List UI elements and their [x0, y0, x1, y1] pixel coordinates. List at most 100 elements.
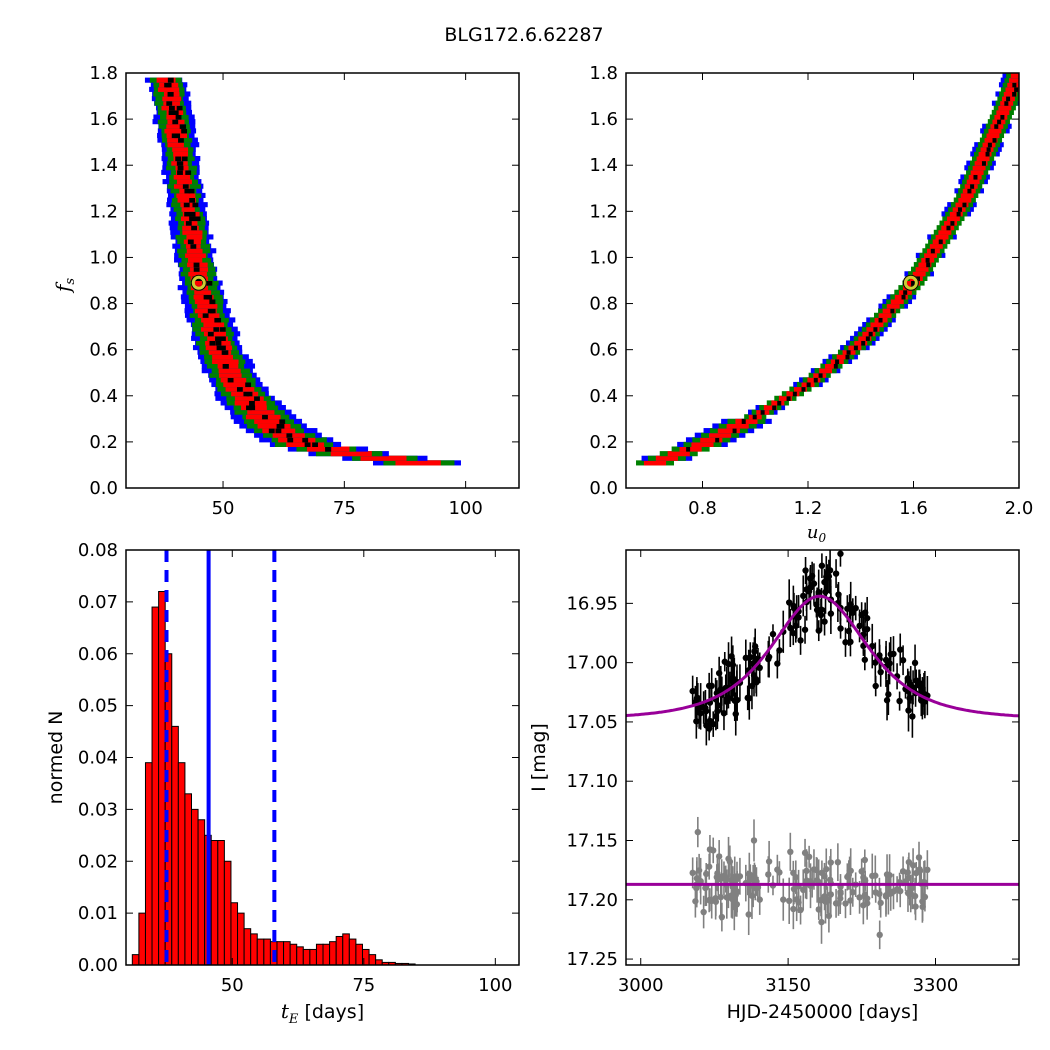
cell-best [302, 437, 309, 443]
cell-1sigma [197, 312, 220, 318]
cell-best [926, 262, 931, 268]
cell-best [184, 211, 191, 217]
cell-1sigma [203, 322, 225, 328]
residual-point [745, 911, 752, 918]
histogram-bar [302, 948, 311, 965]
cell-1sigma [166, 123, 183, 129]
cell-best [985, 151, 990, 157]
cell-best [325, 446, 332, 452]
cell-best [1004, 100, 1009, 106]
cell-best [911, 280, 916, 286]
y-axis-label: I [mag] [528, 723, 550, 792]
cell-1sigma [200, 326, 226, 332]
x-tick-label: 75 [352, 975, 375, 996]
residual-point [790, 905, 797, 913]
data-point [747, 653, 754, 661]
histogram-bar [131, 954, 140, 965]
cell-best [967, 188, 972, 194]
y-tick-label: 1.6 [89, 109, 118, 130]
residual-point [706, 846, 714, 853]
data-point [756, 664, 763, 672]
residual-point [834, 858, 842, 866]
x-tick-label: 2.0 [1005, 498, 1034, 519]
cell-1sigma [203, 331, 226, 337]
figure-title: BLG172.6.62287 [444, 24, 603, 46]
residual-point [705, 897, 713, 904]
cell-1sigma [194, 289, 212, 295]
cell-1sigma [176, 179, 192, 185]
cell-best [172, 119, 179, 125]
data-point [876, 652, 883, 659]
cell-best [168, 105, 175, 111]
residual-point [787, 848, 794, 856]
cell-best [166, 100, 173, 106]
cell-best [752, 414, 757, 420]
histogram-bar [329, 941, 337, 965]
cell-best [861, 340, 866, 346]
histogram-bar [309, 948, 317, 965]
histogram-bar [276, 941, 285, 965]
cell-1sigma [156, 77, 176, 83]
panel-lightcurve: 3000 3150 3300 16.95 17.00 17.05 17.10 17.15 17.… [528, 549, 1020, 1023]
cell-1sigma [935, 234, 949, 240]
cell-1sigma [173, 183, 190, 189]
cell-1sigma [254, 418, 284, 424]
data-point [797, 637, 804, 644]
data-point [885, 691, 892, 698]
cell-best [903, 289, 908, 295]
cell-1sigma [201, 317, 220, 323]
cell-best [189, 211, 196, 217]
cell-best [194, 215, 201, 222]
residual-point [715, 853, 723, 860]
x-axis-label-main: t [281, 999, 290, 1023]
cell-best [191, 225, 198, 231]
cell-best [845, 354, 850, 360]
data-point [861, 656, 869, 663]
cell-best [190, 243, 197, 249]
cell-best [183, 202, 190, 208]
cell-1sigma [194, 308, 217, 314]
cell-best [786, 395, 791, 401]
cell-best [956, 211, 961, 217]
cell-best [946, 225, 951, 231]
cell-1sigma [735, 418, 758, 424]
cell-best [813, 377, 818, 383]
cell-1sigma [193, 294, 214, 300]
x-tick-label: 3300 [913, 975, 959, 996]
cell-best [207, 331, 214, 337]
cell-best [873, 326, 878, 332]
histogram-bar [289, 943, 298, 965]
y-tick-label: 1.2 [89, 201, 118, 222]
y-tick-label: 0.03 [78, 799, 118, 820]
data-point [746, 695, 753, 702]
cell-1sigma [167, 137, 184, 143]
cell-1sigma [986, 132, 1000, 139]
residual-point [705, 863, 713, 870]
cell-best [220, 335, 226, 341]
histogram-bar [322, 943, 331, 965]
histogram-bar [243, 928, 252, 965]
cell-best [957, 206, 962, 212]
cell-best [213, 326, 220, 332]
cell-1sigma [667, 451, 690, 457]
cell-1sigma [858, 335, 872, 341]
data-point [818, 562, 826, 569]
cell-best [176, 105, 183, 111]
plot-area [636, 73, 1019, 466]
cell-best [950, 220, 955, 226]
residual-point [876, 890, 883, 898]
histogram-bar [197, 819, 206, 965]
residual-point [844, 873, 851, 881]
cell-1sigma [182, 225, 199, 231]
residual-point [886, 872, 893, 879]
residual-point [790, 885, 798, 893]
residual-point [717, 893, 725, 901]
cell-1sigma [890, 298, 904, 305]
residual-point [860, 902, 867, 909]
cell-1sigma [970, 169, 984, 175]
cell-1sigma [218, 368, 241, 374]
cell-best [249, 400, 255, 406]
y-tick-label: 0.08 [78, 540, 118, 561]
cell-1sigma [257, 423, 291, 429]
